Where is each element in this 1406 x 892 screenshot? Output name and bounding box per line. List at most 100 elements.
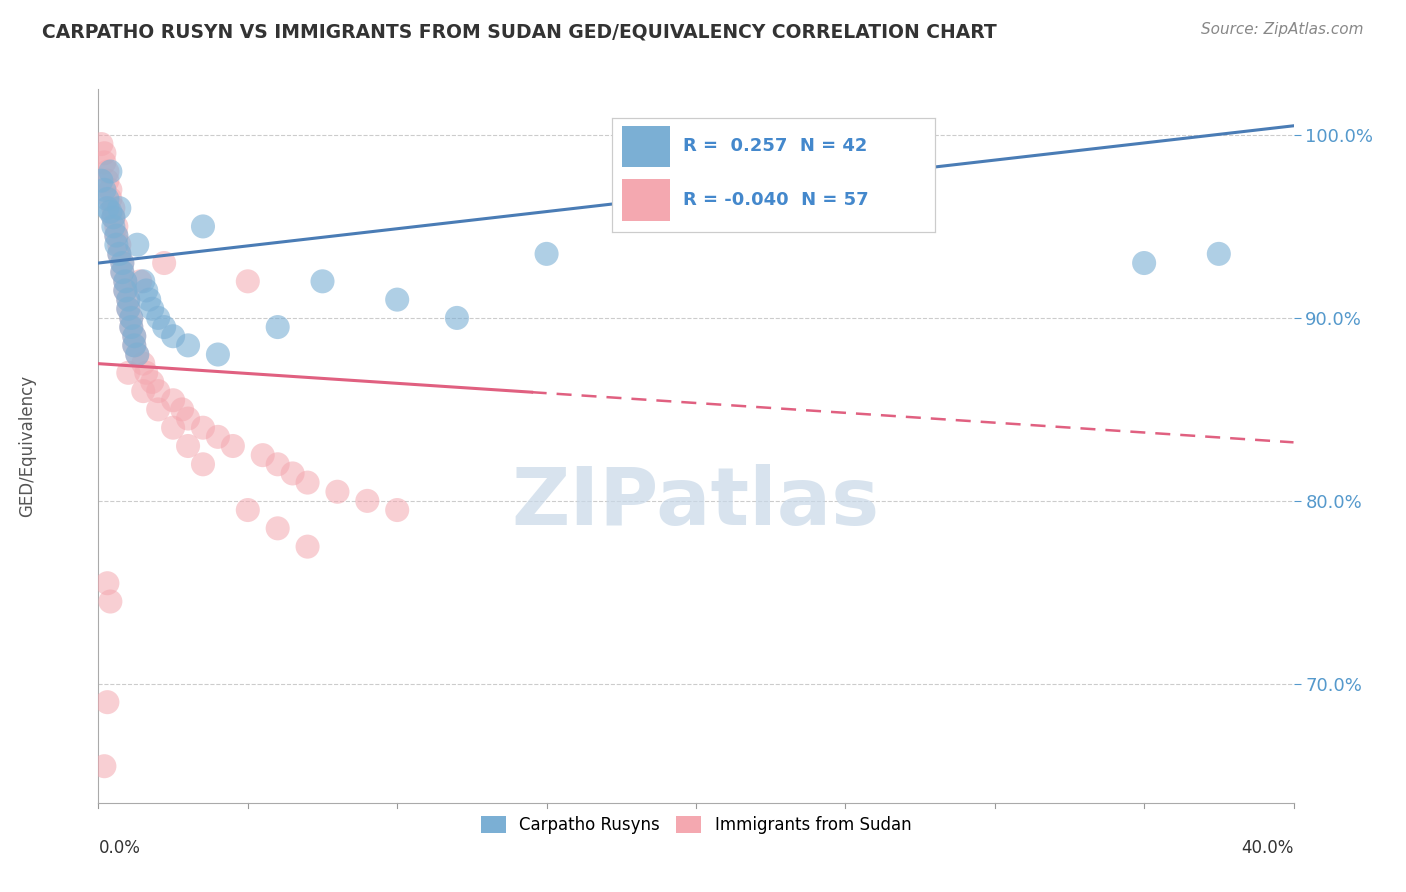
Point [267, 521, 290, 535]
Point [103, 211, 125, 225]
Point [117, 301, 139, 316]
Point [141, 301, 163, 316]
Point [222, 439, 245, 453]
Point [236, 503, 259, 517]
Point [129, 274, 152, 288]
Point [177, 411, 200, 425]
Point [117, 301, 139, 316]
Point [90, 174, 112, 188]
Point [297, 475, 319, 490]
Point [111, 256, 134, 270]
Text: CARPATHO RUSYN VS IMMIGRANTS FROM SUDAN GED/EQUIVALENCY CORRELATION CHART: CARPATHO RUSYN VS IMMIGRANTS FROM SUDAN … [42, 22, 997, 41]
Point [124, 338, 146, 352]
Text: Source: ZipAtlas.com: Source: ZipAtlas.com [1201, 22, 1364, 37]
Point [108, 247, 131, 261]
Point [111, 265, 134, 279]
Point [114, 274, 136, 288]
Point [132, 384, 155, 398]
Point [117, 293, 139, 307]
Point [1133, 256, 1156, 270]
Point [96, 174, 118, 188]
Point [356, 494, 378, 508]
Point [111, 256, 134, 270]
Point [96, 192, 118, 206]
Point [93, 146, 115, 161]
Point [98, 192, 122, 206]
Point [267, 458, 290, 472]
Point [105, 228, 128, 243]
Text: 40.0%: 40.0% [1241, 839, 1294, 857]
Point [105, 219, 128, 234]
Point [297, 540, 319, 554]
Point [114, 274, 136, 288]
Point [207, 347, 229, 361]
Point [124, 329, 146, 343]
Point [148, 384, 170, 398]
Point [252, 448, 274, 462]
Point [162, 329, 184, 343]
Point [172, 402, 194, 417]
Point [135, 284, 157, 298]
Point [96, 695, 118, 709]
Point [191, 219, 214, 234]
Y-axis label: GED/Equivalency: GED/Equivalency [18, 375, 37, 517]
Point [153, 320, 176, 334]
Point [177, 439, 200, 453]
Point [96, 576, 118, 591]
Point [103, 219, 125, 234]
Legend: Carpatho Rusyns, Immigrants from Sudan: Carpatho Rusyns, Immigrants from Sudan [474, 809, 918, 841]
Point [138, 293, 160, 307]
Point [141, 375, 163, 389]
Point [98, 183, 122, 197]
Point [98, 164, 122, 178]
Point [120, 320, 142, 334]
Point [191, 458, 214, 472]
Point [385, 293, 409, 307]
Point [93, 759, 115, 773]
Point [267, 320, 290, 334]
Point [108, 201, 131, 215]
Point [96, 201, 118, 215]
Point [207, 430, 229, 444]
Point [105, 228, 128, 243]
Point [105, 237, 128, 252]
Point [120, 310, 142, 325]
Point [117, 366, 139, 380]
Point [108, 247, 131, 261]
Point [191, 420, 214, 434]
Point [117, 293, 139, 307]
Text: ZIPatlas: ZIPatlas [512, 464, 880, 542]
Point [98, 204, 122, 219]
Point [132, 274, 155, 288]
Point [93, 183, 115, 197]
Point [90, 137, 112, 152]
Point [326, 484, 349, 499]
Point [162, 393, 184, 408]
Point [96, 164, 118, 178]
Point [135, 366, 157, 380]
Point [177, 338, 200, 352]
Point [124, 329, 146, 343]
Point [148, 310, 170, 325]
Point [385, 503, 409, 517]
Point [162, 420, 184, 434]
Point [114, 284, 136, 298]
Point [446, 310, 468, 325]
Point [311, 274, 333, 288]
Point [111, 265, 134, 279]
Point [103, 211, 125, 225]
Point [108, 237, 131, 252]
Point [124, 338, 146, 352]
Point [98, 594, 122, 608]
Text: 0.0%: 0.0% [98, 839, 141, 857]
Point [153, 256, 176, 270]
Point [93, 155, 115, 169]
Point [103, 201, 125, 215]
Point [132, 357, 155, 371]
Point [120, 310, 142, 325]
Point [236, 274, 259, 288]
Point [127, 237, 149, 252]
Point [120, 320, 142, 334]
Point [127, 347, 149, 361]
Point [148, 402, 170, 417]
